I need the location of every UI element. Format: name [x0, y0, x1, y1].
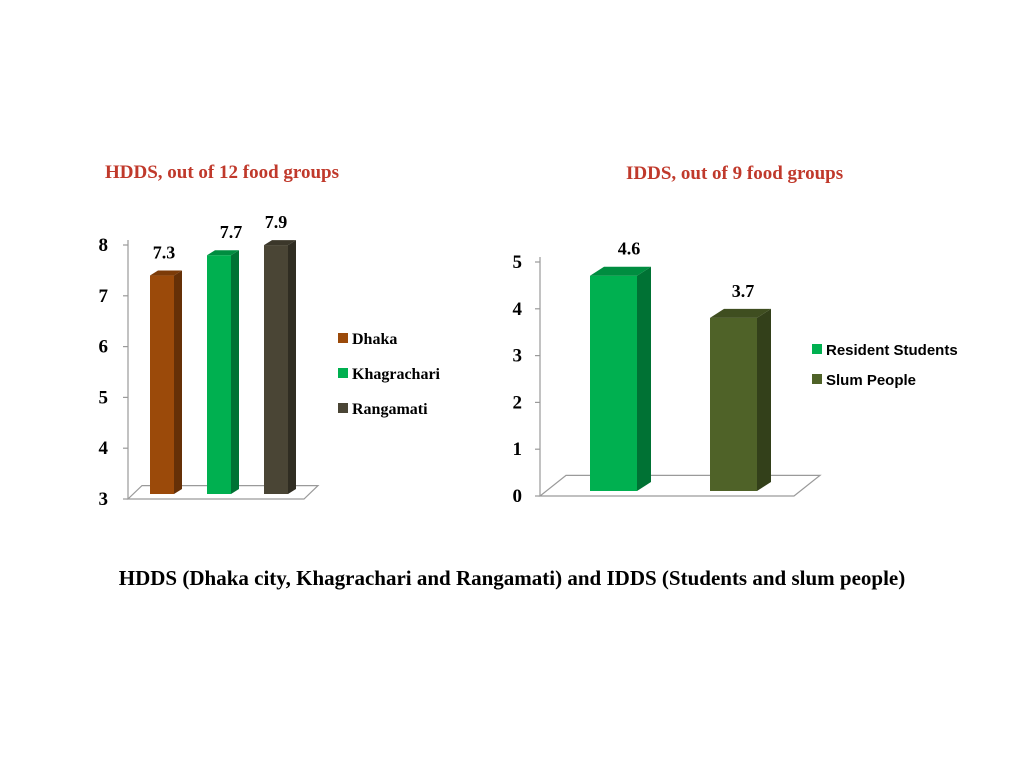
chart-title-hdds: HDDS, out of 12 food groups [105, 162, 340, 183]
figure-caption: HDDS (Dhaka city, Khagrachari and Rangam… [118, 566, 906, 590]
bar-side [637, 266, 651, 491]
data-label: 4.6 [618, 239, 641, 259]
legend-swatch [338, 333, 348, 343]
bar [207, 255, 231, 494]
bar-side [231, 250, 239, 494]
y-tick-label: 4 [513, 299, 523, 320]
legend-swatch [812, 374, 822, 384]
legend-label: Rangamati [352, 401, 428, 418]
bar-top [207, 250, 239, 256]
legend-swatch [338, 368, 348, 378]
chart-title-idds: IDDS, out of 9 food groups [626, 163, 844, 184]
bar-top [710, 308, 771, 318]
y-tick-label: 4 [99, 438, 109, 459]
bar-side [174, 270, 182, 494]
bar-top [590, 266, 651, 276]
legend-label: Khagrachari [352, 366, 441, 383]
chart-floor [126, 485, 320, 500]
legend-swatch [812, 344, 822, 354]
data-label: 7.3 [153, 243, 176, 263]
y-tick-label: 3 [513, 346, 523, 367]
chart-floor [538, 474, 822, 497]
data-label: 7.9 [265, 212, 288, 232]
legend-label: Slum People [826, 372, 916, 389]
legend-swatch [338, 403, 348, 413]
y-tick-label: 5 [513, 252, 523, 273]
y-tick-label: 3 [99, 489, 109, 510]
y-tick-label: 2 [513, 392, 523, 413]
bar [150, 275, 174, 494]
y-tick-label: 6 [99, 337, 109, 358]
y-tick-label: 1 [513, 439, 523, 460]
y-tick-label: 5 [99, 387, 109, 408]
legend-label: Dhaka [352, 331, 397, 348]
bar [590, 275, 637, 491]
data-label: 3.7 [732, 281, 755, 301]
bar [710, 317, 757, 491]
bar-side [757, 308, 771, 491]
bar-top [264, 240, 296, 246]
y-tick-label: 0 [513, 486, 523, 507]
bar-side [288, 240, 296, 494]
y-tick-label: 8 [99, 235, 109, 256]
bar [264, 245, 288, 494]
y-tick-label: 7 [99, 286, 109, 307]
data-label: 7.7 [220, 222, 243, 242]
legend-label: Resident Students [826, 342, 958, 359]
bar-top [150, 270, 182, 276]
